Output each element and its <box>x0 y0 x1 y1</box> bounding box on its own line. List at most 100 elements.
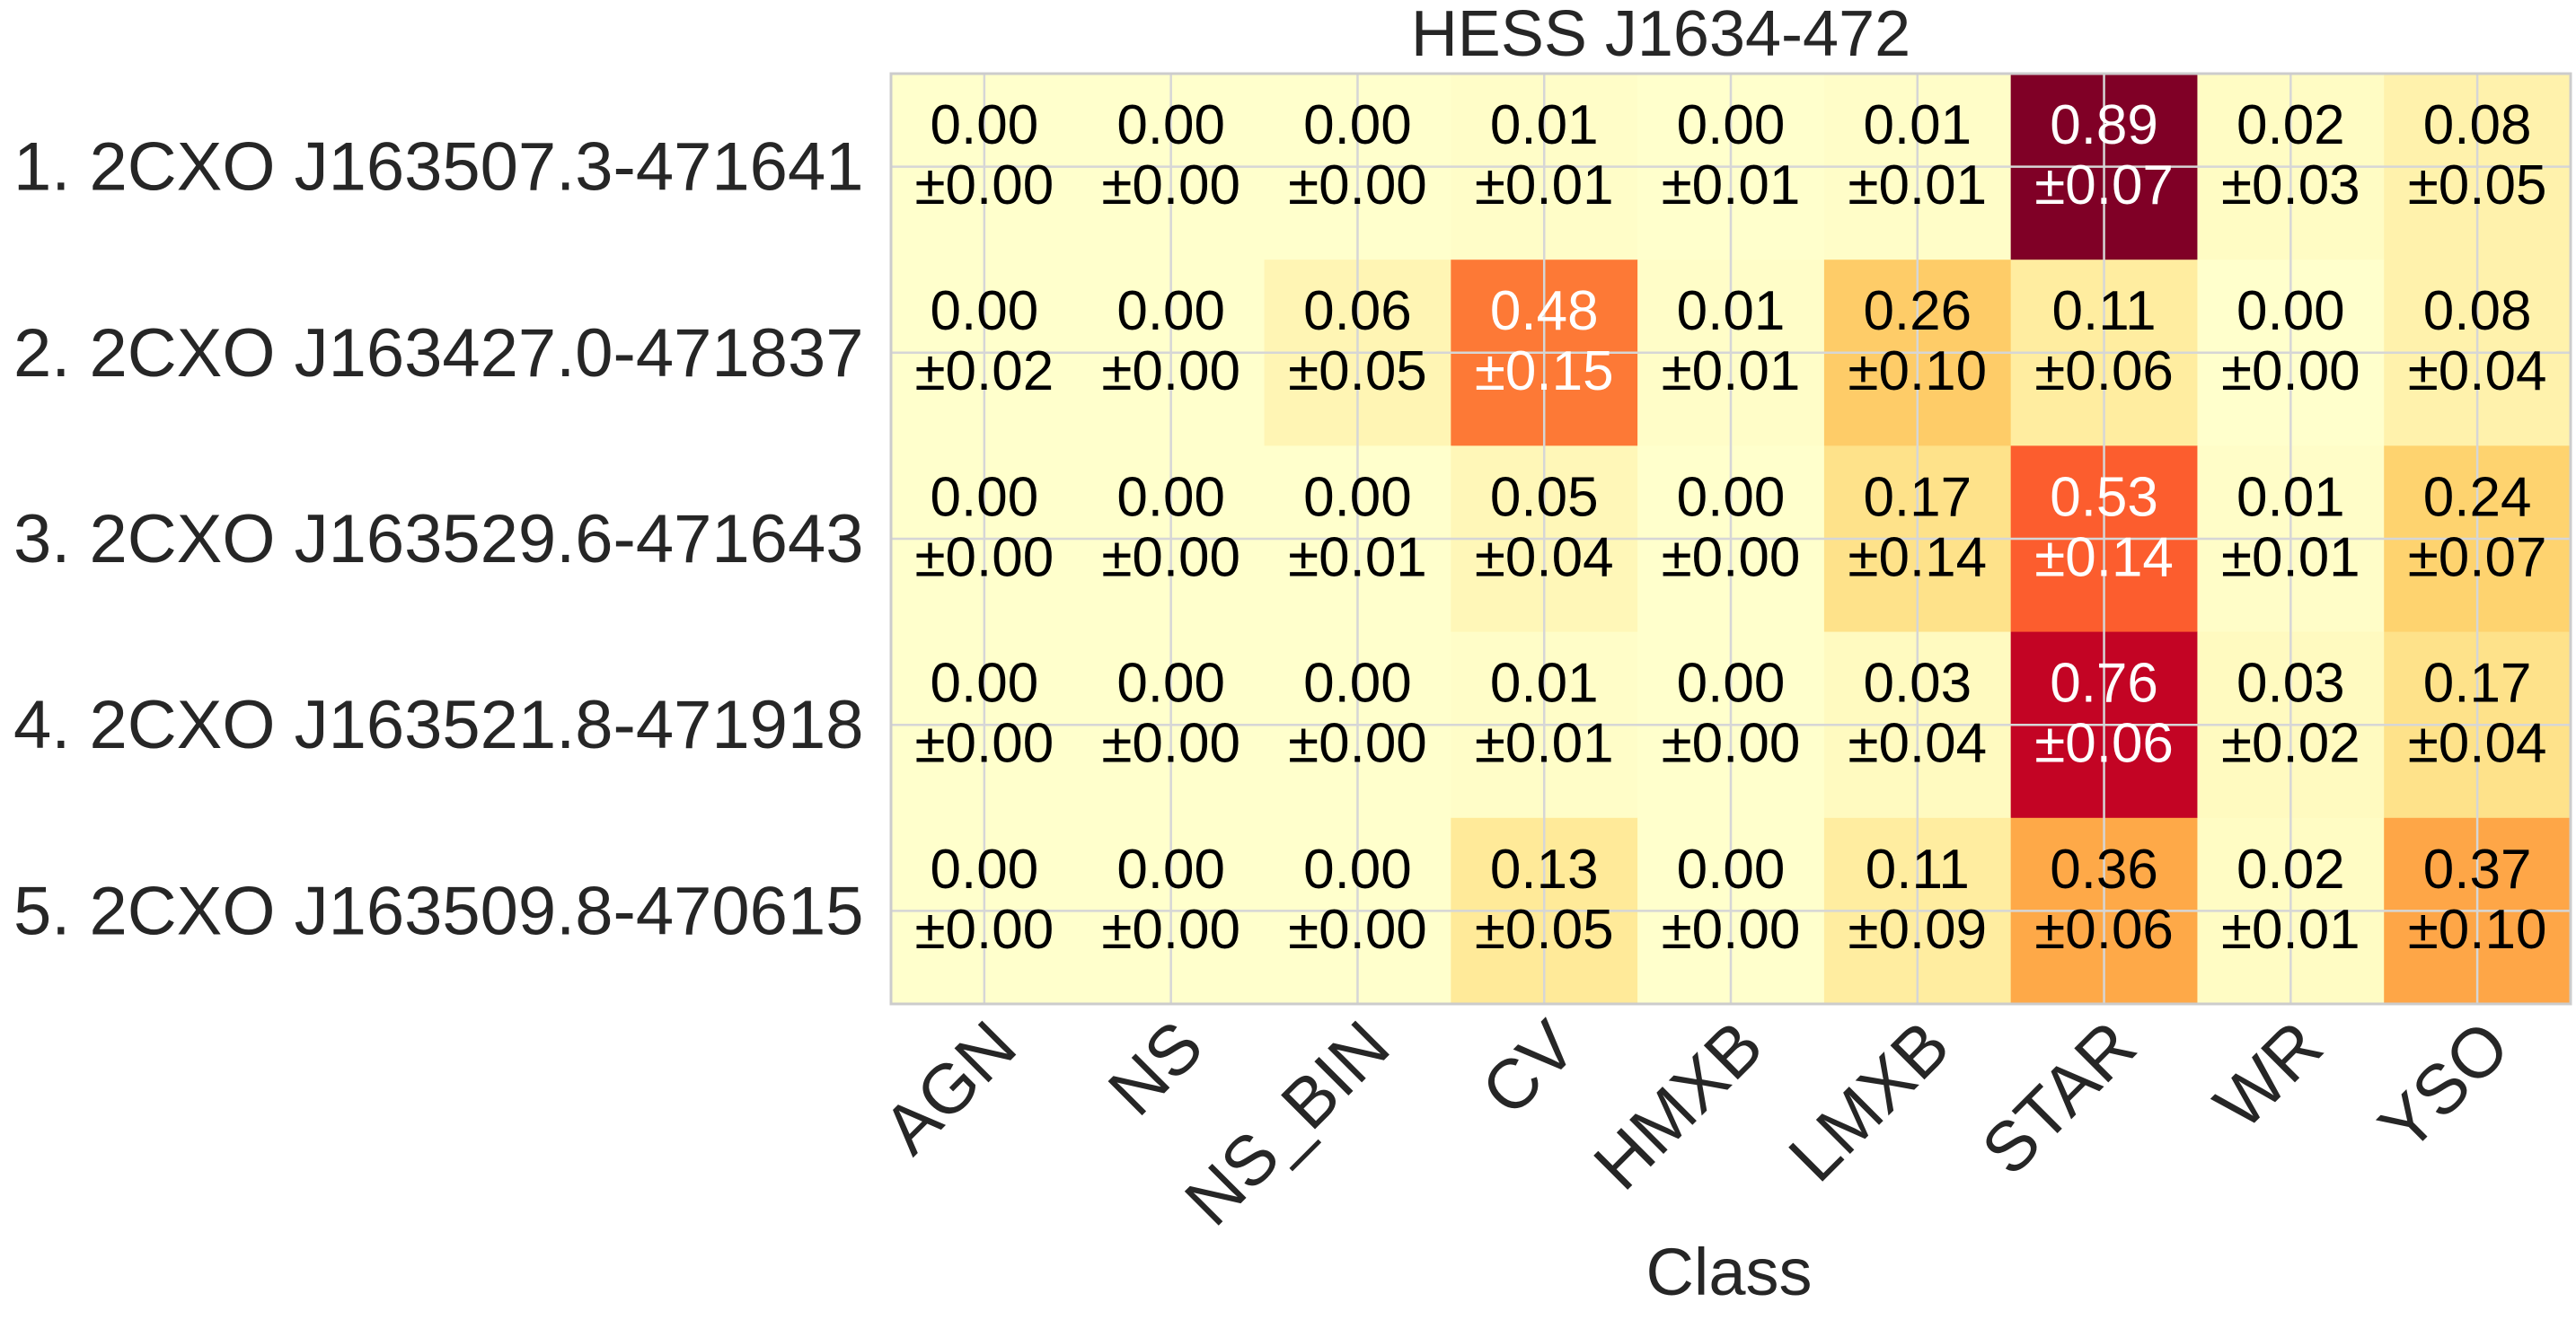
cell-error-label: ±0.00 <box>915 899 1054 961</box>
cell-value-label: 0.37 <box>2423 839 2532 901</box>
cell-error-label: ±0.01 <box>1848 154 1987 216</box>
cell-error-label: ±0.00 <box>1662 899 1801 961</box>
cell-error-label: ±0.00 <box>1288 713 1427 775</box>
cell-error-label: ±0.03 <box>2221 154 2360 216</box>
cell-value-label: 0.11 <box>1866 839 1970 901</box>
cell-value-label: 0.00 <box>931 280 1039 342</box>
cell-error-label: ±0.10 <box>2408 899 2547 961</box>
cell-value-label: 0.01 <box>1490 653 1599 715</box>
plot-frame <box>889 72 2572 1006</box>
cell-value-label: 0.00 <box>931 839 1039 901</box>
column-tick-label: HMXB <box>1578 1006 1778 1205</box>
row-labels: 1. 2CXO J163507.3-471641 2. 2CXO J163427.… <box>13 129 863 950</box>
row-tick-label: 4. 2CXO J163521.8-471918 <box>13 687 863 763</box>
cell-error-label: ±0.14 <box>1848 526 1987 588</box>
cell-value-label: 0.00 <box>1116 466 1225 528</box>
row-tick-label: 1. 2CXO J163507.3-471641 <box>13 129 863 206</box>
cell-value-label: 0.01 <box>1863 94 1972 156</box>
cell-error-label: ±0.06 <box>2034 899 2174 961</box>
cell-value-label: 0.00 <box>1303 466 1412 528</box>
cell-error-label: ±0.00 <box>1662 713 1801 775</box>
cell-error-label: ±0.00 <box>1101 899 1240 961</box>
cell-error-label: ±0.00 <box>1101 713 1240 775</box>
column-tick-label: NS <box>1093 1006 1218 1131</box>
cell-error-label: ±0.01 <box>2221 526 2360 588</box>
cell-value-label: 0.24 <box>2423 466 2532 528</box>
cell-error-label: ±0.07 <box>2408 526 2547 588</box>
cell-value-label: 0.26 <box>1863 280 1972 342</box>
row-tick-label: 2. 2CXO J163427.0-471837 <box>13 315 863 392</box>
cell-error-label: ±0.06 <box>2034 340 2174 402</box>
column-tick-label: WR <box>2199 1006 2337 1144</box>
cell-error-label: ±0.10 <box>1848 340 1987 402</box>
cell-error-label: ±0.05 <box>1475 899 1614 961</box>
cell-value-label: 0.36 <box>2050 839 2158 901</box>
row-tick-label: 3. 2CXO J163529.6-471643 <box>13 501 863 577</box>
cell-value-label: 0.06 <box>1303 280 1412 342</box>
column-tick-label: NS_BIN <box>1169 1006 1404 1240</box>
x-axis-label: Class <box>1645 1235 1812 1309</box>
cell-value-label: 0.00 <box>931 653 1039 715</box>
cell-value-label: 0.00 <box>1303 94 1412 156</box>
cell-value-label: 0.13 <box>1490 839 1599 901</box>
cell-value-label: 0.00 <box>931 466 1039 528</box>
cell-value-label: 0.53 <box>2050 466 2158 528</box>
cell-value-label: 0.00 <box>1677 466 1786 528</box>
cell-error-label: ±0.02 <box>915 340 1054 402</box>
cell-error-label: ±0.04 <box>1475 526 1614 588</box>
cell-value-label: 0.00 <box>1116 94 1225 156</box>
cell-value-label: 0.00 <box>1303 839 1412 901</box>
column-tick-label: YSO <box>2363 1006 2524 1166</box>
cell-error-label: ±0.07 <box>2034 154 2174 216</box>
cell-error-label: ±0.01 <box>1662 154 1801 216</box>
cell-error-label: ±0.00 <box>915 713 1054 775</box>
cell-value-label: 0.01 <box>1490 94 1599 156</box>
cell-value-label: 0.76 <box>2050 653 2158 715</box>
cell-value-label: 0.03 <box>1863 653 1972 715</box>
cell-value-label: 0.02 <box>2236 94 2345 156</box>
cell-error-label: ±0.01 <box>2221 899 2360 961</box>
cell-value-label: 0.00 <box>1116 839 1225 901</box>
cell-error-label: ±0.00 <box>1288 899 1427 961</box>
cell-value-label: 0.17 <box>1863 466 1972 528</box>
cell-error-label: ±0.00 <box>2221 340 2360 402</box>
cell-value-label: 0.03 <box>2236 653 2345 715</box>
cell-error-label: ±0.04 <box>1848 713 1987 775</box>
cell-error-label: ±0.00 <box>1662 526 1801 588</box>
cell-error-label: ±0.01 <box>1475 713 1614 775</box>
row-tick-label: 5. 2CXO J163509.8-470615 <box>13 873 863 949</box>
cell-error-label: ±0.15 <box>1475 340 1614 402</box>
cell-error-label: ±0.01 <box>1475 154 1614 216</box>
cell-value-label: 0.11 <box>2052 280 2157 342</box>
cell-labels: 0.00±0.000.00±0.000.00±0.000.01±0.010.00… <box>915 94 2547 961</box>
cell-value-label: 0.00 <box>1116 280 1225 342</box>
cell-value-label: 0.00 <box>2236 280 2345 342</box>
cell-error-label: ±0.00 <box>1101 526 1240 588</box>
cell-value-label: 0.02 <box>2236 839 2345 901</box>
column-tick-label: CV <box>1466 1006 1591 1131</box>
cell-value-label: 0.00 <box>931 94 1039 156</box>
heatmap-grid <box>891 74 2571 1004</box>
cell-value-label: 0.00 <box>1116 653 1225 715</box>
cell-error-label: ±0.06 <box>2034 713 2174 775</box>
column-tick-label: LMXB <box>1773 1006 1963 1196</box>
cell-error-label: ±0.00 <box>1101 340 1240 402</box>
cell-error-label: ±0.01 <box>1662 340 1801 402</box>
cell-value-label: 0.00 <box>1677 839 1786 901</box>
cell-value-label: 0.17 <box>2423 653 2532 715</box>
cell-value-label: 0.01 <box>2236 466 2345 528</box>
cell-value-label: 0.05 <box>1490 466 1599 528</box>
cell-value-label: 0.08 <box>2423 94 2532 156</box>
column-tick-label: AGN <box>868 1006 1031 1169</box>
cell-value-label: 0.00 <box>1303 653 1412 715</box>
cell-value-label: 0.89 <box>2050 94 2158 156</box>
cell-error-label: ±0.05 <box>1288 340 1427 402</box>
cell-value-label: 0.00 <box>1677 653 1786 715</box>
cell-error-label: ±0.00 <box>915 526 1054 588</box>
cell-error-label: ±0.09 <box>1848 899 1987 961</box>
cell-error-label: ±0.00 <box>1101 154 1240 216</box>
cell-error-label: ±0.04 <box>2408 713 2547 775</box>
cell-error-label: ±0.04 <box>2408 340 2547 402</box>
